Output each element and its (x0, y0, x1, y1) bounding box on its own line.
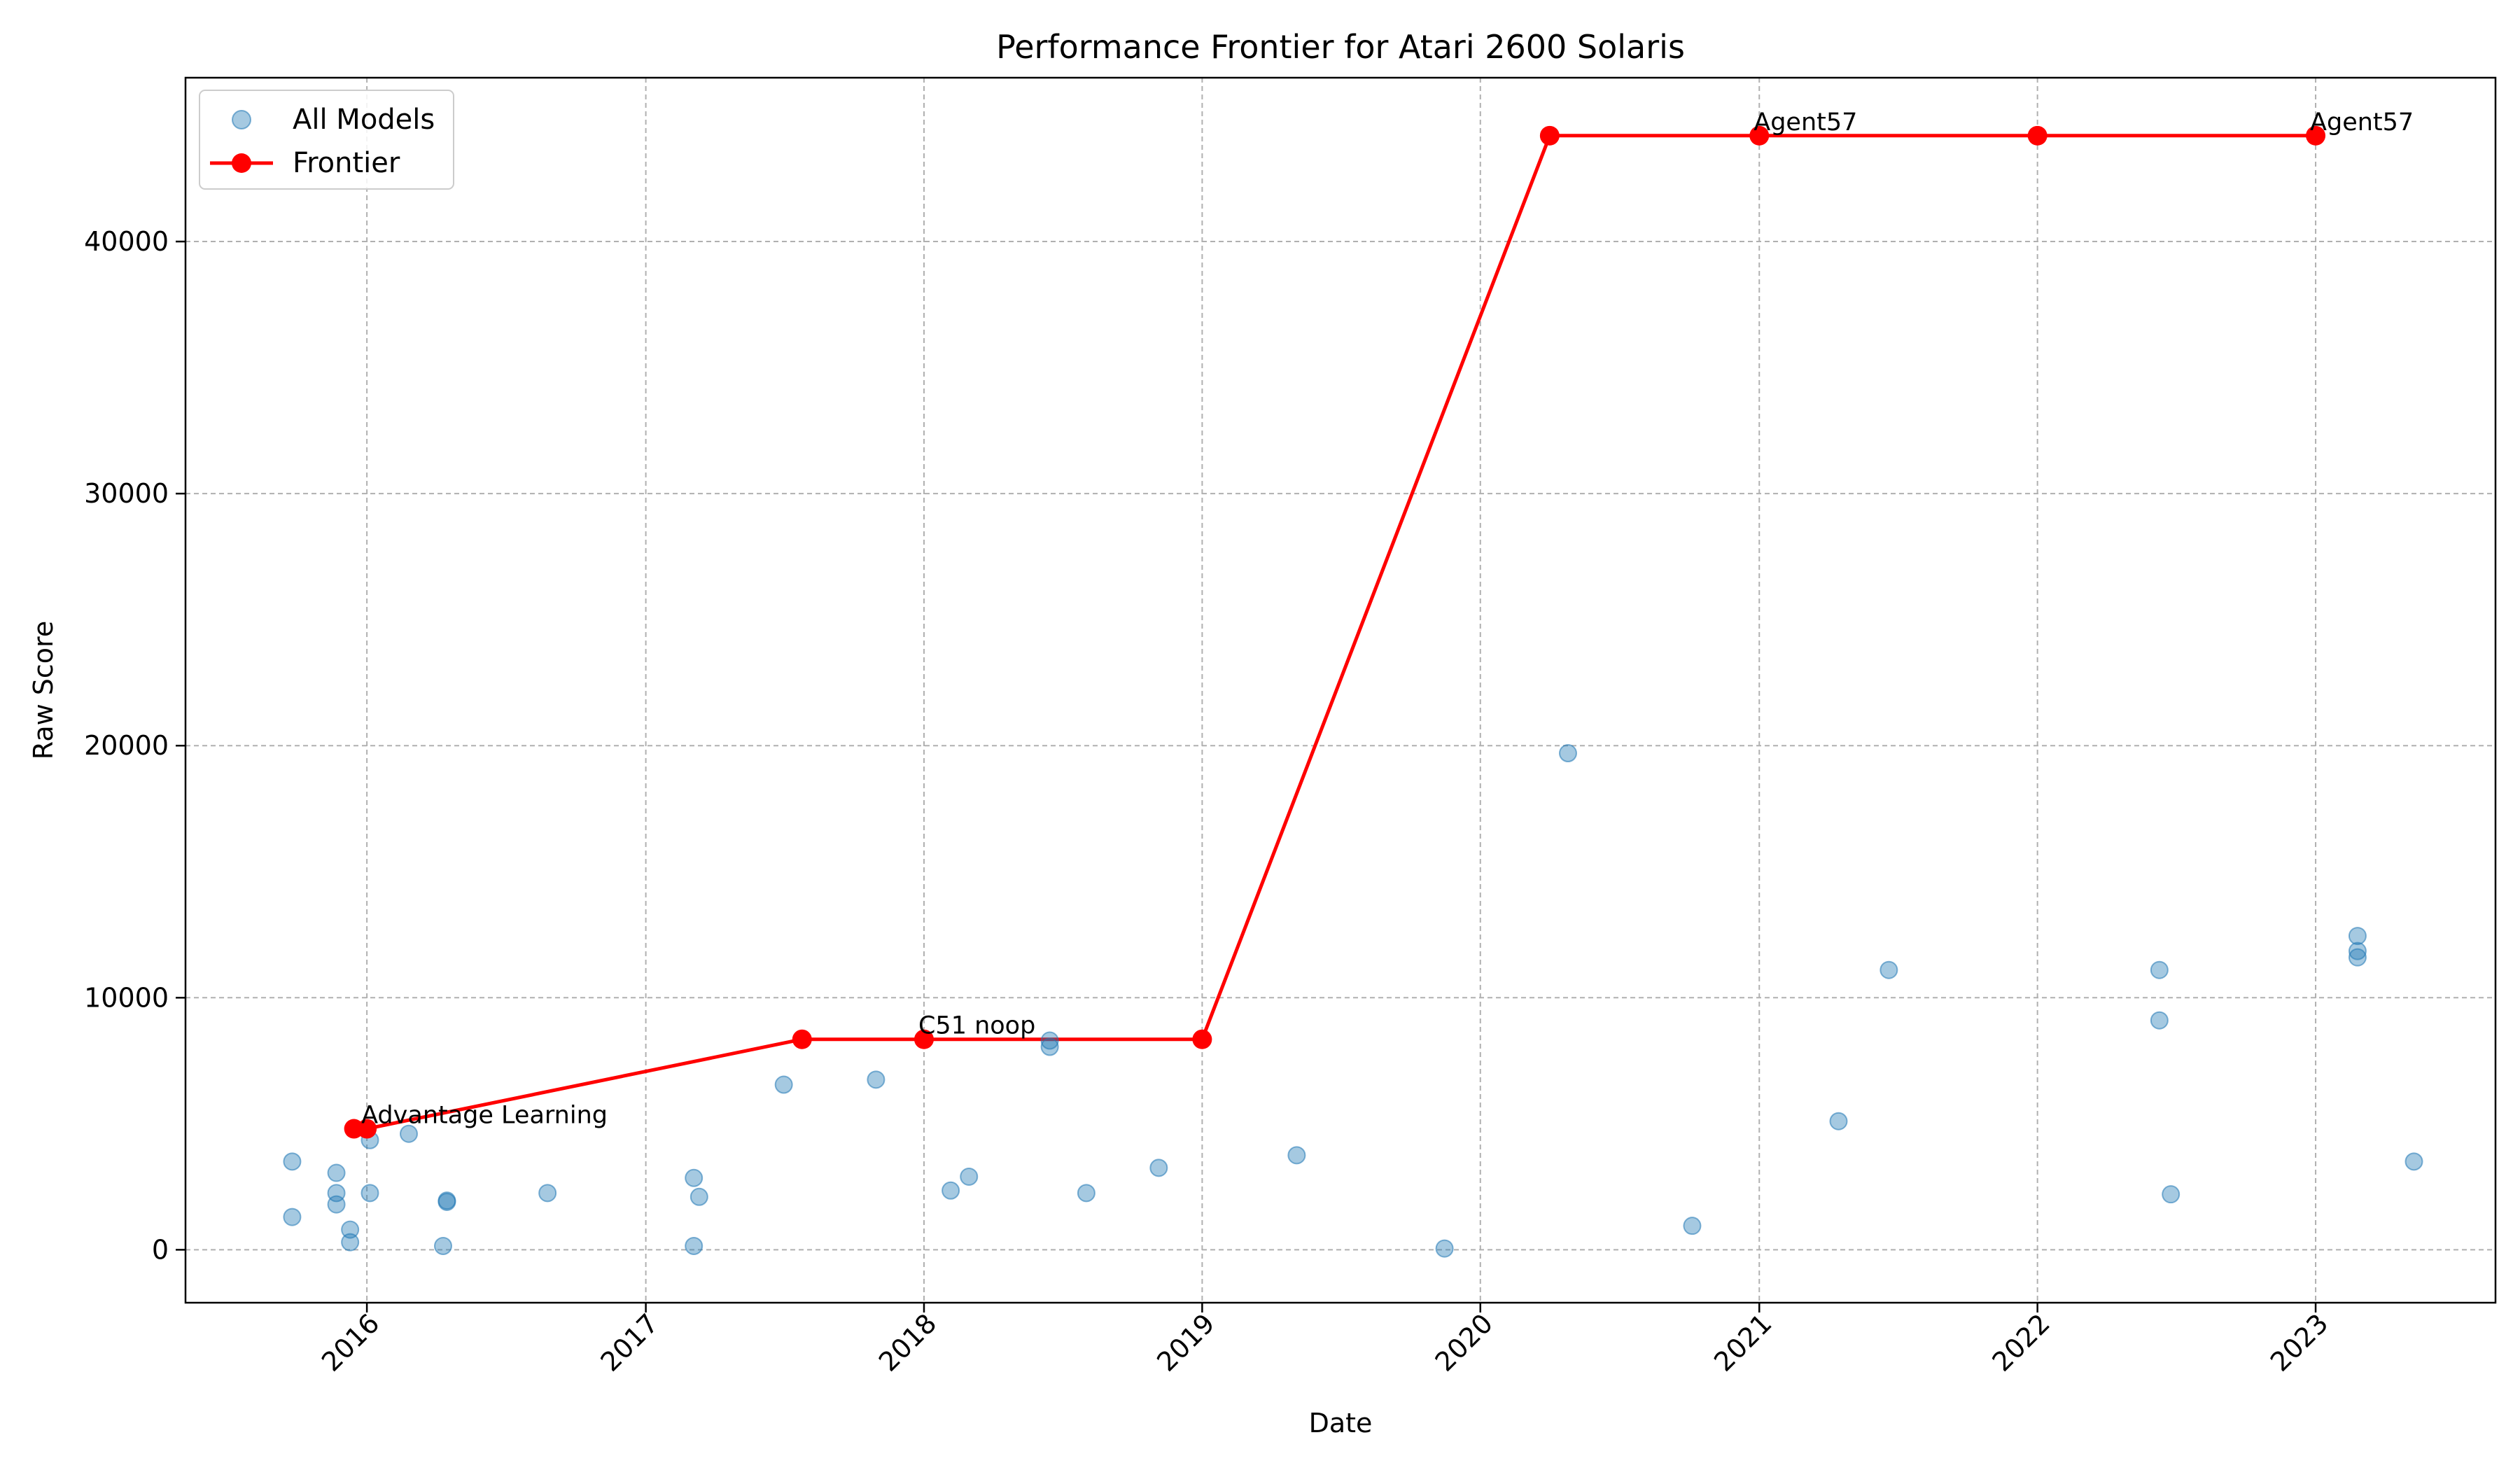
legend-label-frontier: Frontier (293, 147, 400, 179)
frontier-point (792, 1029, 812, 1049)
frontier-point (1749, 125, 1770, 146)
x-axis-label: Date (1309, 1408, 1373, 1438)
scatter-point (2404, 1152, 2423, 1171)
x-tick-label: 2019 (1151, 1308, 1221, 1378)
scatter-point (327, 1195, 346, 1214)
y-axis-label: Raw Score (28, 621, 59, 760)
grid-lines (186, 78, 2496, 1303)
scatter-point (690, 1187, 708, 1206)
scatter-point (774, 1075, 793, 1094)
annotation-label: C51 noop (918, 1012, 1035, 1040)
y-tick-label: 30000 (84, 478, 169, 509)
scatter-point (2150, 960, 2169, 979)
frontier-point (2027, 125, 2047, 146)
annotation-label: Advantage Learning (361, 1102, 608, 1130)
scatter-point (341, 1233, 360, 1252)
scatter-point (2348, 941, 2367, 960)
scatter-point (685, 1168, 704, 1187)
scatter-point (1040, 1037, 1059, 1056)
frontier-point (1539, 125, 1560, 146)
scatter-point (960, 1167, 979, 1186)
scatter-point (2162, 1185, 2180, 1204)
scatter-point (1287, 1146, 1306, 1165)
legend-label-all-models: All Models (293, 104, 435, 136)
scatter-point (1829, 1112, 1848, 1130)
y-tick-label: 0 (152, 1234, 169, 1265)
scatter-point (433, 1236, 452, 1255)
frontier-point (357, 1119, 377, 1139)
scatter-point (1558, 744, 1577, 763)
frontier-point (2306, 125, 2326, 146)
x-tick-label: 2023 (2264, 1308, 2334, 1378)
frontier-markers (344, 125, 2326, 1139)
scatter-point (400, 1124, 419, 1143)
scatter-point (2150, 1011, 2169, 1030)
frontier-point (1192, 1029, 1212, 1049)
legend: All Models Frontier (199, 90, 454, 190)
scatter-point (327, 1163, 346, 1182)
legend-marker-all-models (232, 110, 251, 130)
scatter-point (283, 1152, 302, 1171)
scatter-point (283, 1208, 302, 1226)
annotation-label: Agent57 (2310, 108, 2414, 136)
scatter-point (1077, 1184, 1096, 1203)
annotation-label: Agent57 (1754, 108, 1857, 136)
scatter-point (360, 1184, 379, 1203)
scatter-point (2348, 948, 2367, 967)
scatter-point (538, 1184, 557, 1203)
scatter-point (941, 1181, 960, 1200)
annotations: Advantage Learning C51 noop Agent57 Agent57 (361, 108, 2414, 1130)
frontier-point (913, 1029, 934, 1049)
frontier-series (354, 134, 2316, 1130)
scatter-point (1435, 1239, 1454, 1258)
scatter-point (1149, 1158, 1168, 1177)
scatter-point (685, 1236, 704, 1255)
x-tick-label: 2020 (1429, 1308, 1499, 1378)
x-tick-label: 2016 (316, 1308, 386, 1378)
chart-title: Performance Frontier for Atari 2600 Sola… (996, 28, 1685, 66)
scatter-point (1040, 1031, 1059, 1050)
legend-marker-frontier (232, 153, 251, 173)
scatter-point (1683, 1217, 1702, 1236)
scatter-point (438, 1191, 456, 1210)
plot-area-frame (184, 76, 2497, 1304)
x-tick-label: 2018 (873, 1308, 943, 1378)
all-models-series (283, 744, 2423, 1258)
y-tick-label: 20000 (84, 730, 169, 761)
y-axis-ticks: 0 10000 20000 30000 40000 (84, 226, 186, 1265)
scatter-point (341, 1220, 360, 1239)
x-tick-label: 2021 (1708, 1308, 1778, 1378)
scatter-point (2348, 927, 2367, 946)
x-axis-ticks: 2016 2017 2018 2019 2020 2021 2022 2023 (316, 1303, 2334, 1378)
y-tick-label: 10000 (84, 982, 169, 1013)
y-tick-label: 40000 (84, 226, 169, 257)
scatter-point (867, 1070, 886, 1089)
scatter-point (1879, 960, 1898, 979)
x-tick-label: 2022 (1987, 1308, 2057, 1378)
x-tick-label: 2017 (594, 1308, 664, 1378)
frontier-line (354, 134, 2316, 1130)
